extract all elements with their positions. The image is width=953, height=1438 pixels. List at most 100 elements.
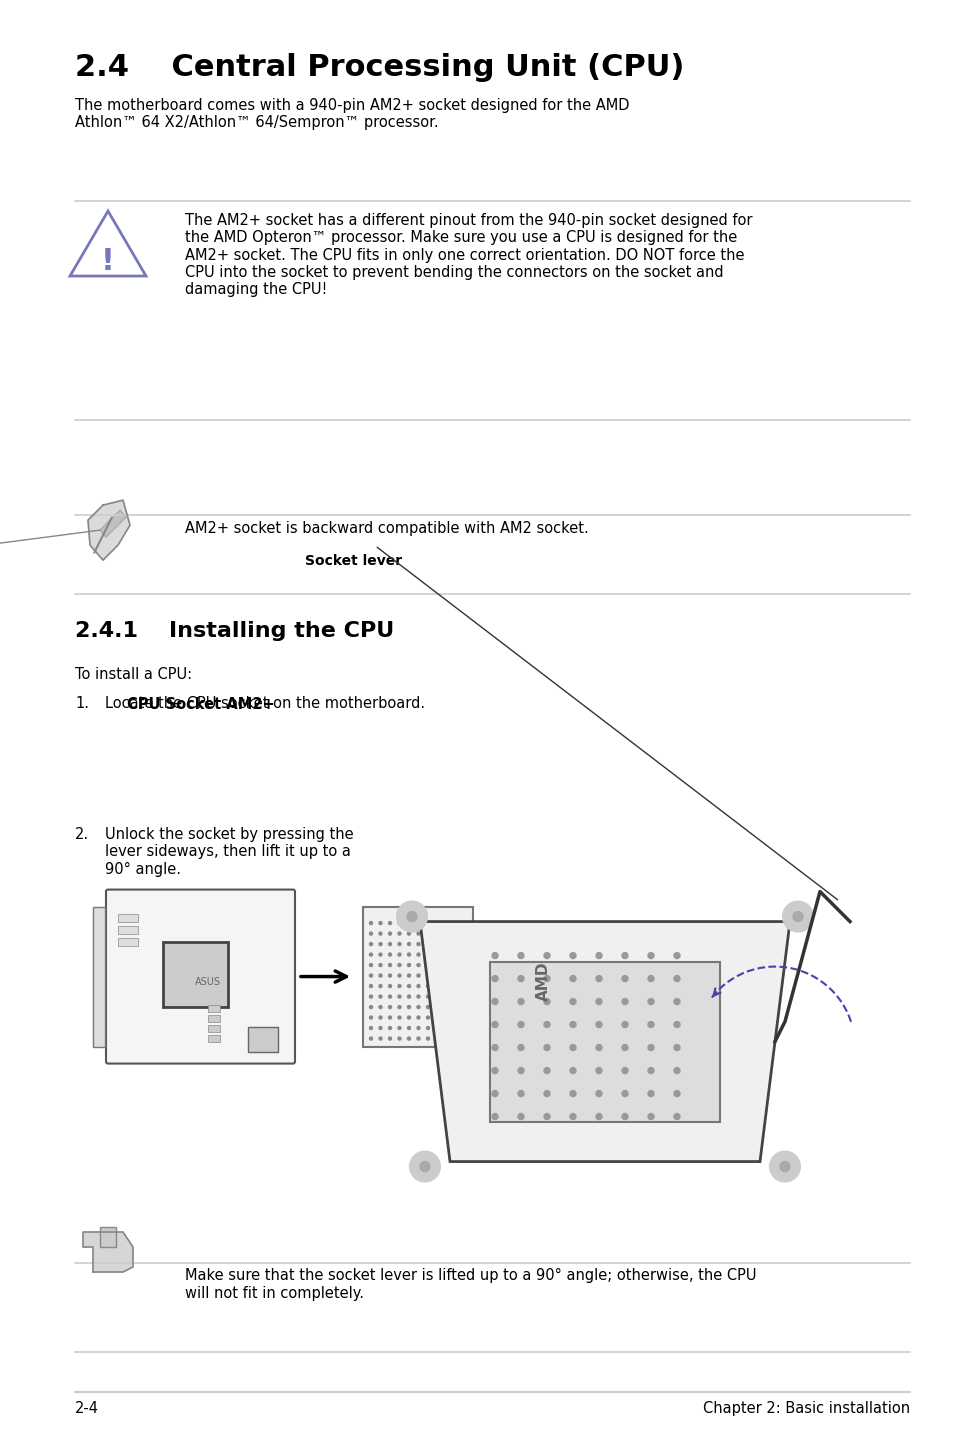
- Circle shape: [397, 932, 400, 935]
- Circle shape: [445, 922, 448, 925]
- Circle shape: [397, 953, 400, 956]
- Circle shape: [407, 985, 410, 988]
- Text: Make sure that the socket lever is lifted up to a 90° angle; otherwise, the CPU
: Make sure that the socket lever is lifte…: [185, 1268, 756, 1301]
- Circle shape: [596, 1044, 601, 1051]
- Circle shape: [455, 1027, 457, 1030]
- Circle shape: [543, 1090, 550, 1097]
- Circle shape: [543, 1113, 550, 1120]
- Polygon shape: [88, 500, 130, 561]
- Circle shape: [397, 1037, 400, 1040]
- Circle shape: [436, 953, 438, 956]
- Circle shape: [388, 1037, 391, 1040]
- Circle shape: [436, 985, 438, 988]
- Text: 2.: 2.: [75, 827, 89, 841]
- Circle shape: [492, 1044, 497, 1051]
- Circle shape: [780, 1162, 789, 1172]
- Circle shape: [416, 922, 419, 925]
- Circle shape: [596, 975, 601, 982]
- Circle shape: [426, 1017, 429, 1020]
- Circle shape: [436, 1005, 438, 1008]
- Circle shape: [378, 922, 381, 925]
- Circle shape: [455, 995, 457, 998]
- Circle shape: [517, 998, 523, 1005]
- Circle shape: [436, 932, 438, 935]
- Circle shape: [426, 995, 429, 998]
- Circle shape: [492, 975, 497, 982]
- Circle shape: [569, 998, 576, 1005]
- Circle shape: [569, 1021, 576, 1028]
- Circle shape: [436, 942, 438, 946]
- Circle shape: [378, 953, 381, 956]
- Circle shape: [426, 953, 429, 956]
- Circle shape: [416, 942, 419, 946]
- Text: AMD: AMD: [535, 962, 550, 1001]
- Circle shape: [647, 952, 654, 959]
- Circle shape: [436, 1037, 438, 1040]
- Polygon shape: [100, 510, 126, 538]
- Circle shape: [378, 963, 381, 966]
- Bar: [208, 1034, 220, 1041]
- Circle shape: [397, 942, 400, 946]
- Circle shape: [397, 963, 400, 966]
- Circle shape: [455, 922, 457, 925]
- Circle shape: [492, 1021, 497, 1028]
- Bar: [363, 906, 473, 1047]
- Circle shape: [388, 985, 391, 988]
- Circle shape: [543, 998, 550, 1005]
- Circle shape: [455, 985, 457, 988]
- Circle shape: [388, 974, 391, 976]
- Circle shape: [397, 985, 400, 988]
- Circle shape: [673, 1113, 679, 1120]
- Circle shape: [426, 932, 429, 935]
- Circle shape: [407, 1027, 410, 1030]
- Circle shape: [673, 1021, 679, 1028]
- Circle shape: [455, 953, 457, 956]
- Circle shape: [388, 963, 391, 966]
- Circle shape: [596, 998, 601, 1005]
- Circle shape: [569, 1044, 576, 1051]
- Circle shape: [426, 1027, 429, 1030]
- Circle shape: [426, 974, 429, 976]
- Circle shape: [416, 953, 419, 956]
- Circle shape: [388, 1005, 391, 1008]
- Circle shape: [378, 1005, 381, 1008]
- Polygon shape: [419, 922, 789, 1162]
- Circle shape: [407, 1017, 410, 1020]
- Circle shape: [407, 932, 410, 935]
- Bar: [100, 1227, 116, 1247]
- Circle shape: [569, 975, 576, 982]
- Circle shape: [397, 1017, 400, 1020]
- Circle shape: [410, 1152, 439, 1182]
- Circle shape: [455, 974, 457, 976]
- Circle shape: [647, 1044, 654, 1051]
- Circle shape: [596, 1021, 601, 1028]
- Circle shape: [407, 995, 410, 998]
- Bar: [92, 906, 105, 1047]
- Circle shape: [407, 1037, 410, 1040]
- Bar: [248, 1027, 277, 1051]
- Text: The motherboard comes with a 940-pin AM2+ socket designed for the AMD
Athlon™ 64: The motherboard comes with a 940-pin AM2…: [75, 98, 629, 131]
- Circle shape: [416, 932, 419, 935]
- Circle shape: [416, 1005, 419, 1008]
- Circle shape: [388, 953, 391, 956]
- Circle shape: [792, 912, 802, 922]
- Circle shape: [436, 963, 438, 966]
- Bar: [208, 1024, 220, 1031]
- Circle shape: [378, 932, 381, 935]
- Text: Chapter 2: Basic installation: Chapter 2: Basic installation: [702, 1401, 909, 1415]
- Circle shape: [543, 1067, 550, 1074]
- Circle shape: [369, 985, 372, 988]
- Circle shape: [369, 995, 372, 998]
- Circle shape: [397, 922, 400, 925]
- Text: ASUS: ASUS: [194, 976, 221, 986]
- Circle shape: [378, 995, 381, 998]
- Circle shape: [378, 974, 381, 976]
- Circle shape: [621, 1044, 627, 1051]
- Circle shape: [445, 1005, 448, 1008]
- Circle shape: [543, 1021, 550, 1028]
- Circle shape: [647, 1113, 654, 1120]
- Circle shape: [445, 1027, 448, 1030]
- Text: The AM2+ socket has a different pinout from the 940-pin socket designed for
the : The AM2+ socket has a different pinout f…: [185, 213, 752, 298]
- Text: 2-4: 2-4: [75, 1401, 99, 1415]
- Circle shape: [419, 1162, 430, 1172]
